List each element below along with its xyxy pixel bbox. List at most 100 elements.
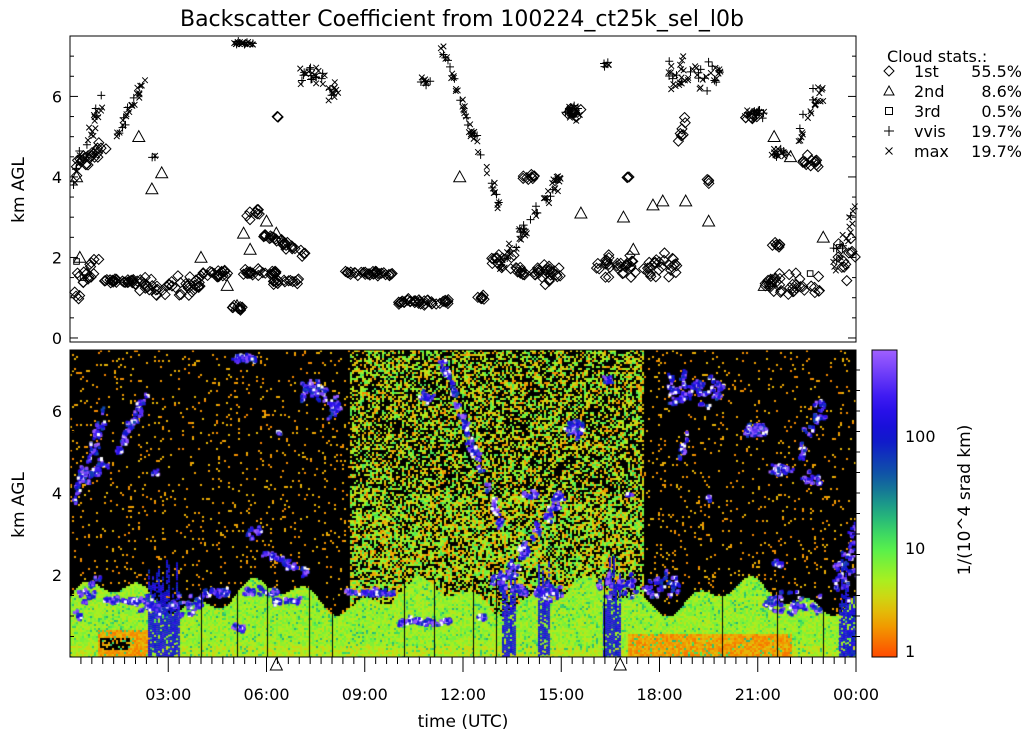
vvis-point	[72, 164, 81, 173]
max-point	[331, 79, 338, 86]
first-cloud-point	[180, 277, 192, 290]
max-point	[851, 203, 858, 210]
first-cloud-point	[426, 297, 438, 310]
max-point	[483, 163, 490, 171]
first-cloud-point	[258, 230, 270, 243]
second-cloud-point	[701, 214, 716, 227]
vvis-point	[121, 120, 130, 129]
max-point	[452, 87, 459, 95]
first-cloud-point	[653, 256, 665, 268]
max-point	[134, 84, 141, 91]
first-cloud-point	[801, 149, 814, 161]
third-cloud-point	[806, 270, 814, 277]
vvis-point	[69, 181, 78, 190]
first-cloud-point	[359, 266, 371, 278]
vvis-point	[561, 108, 570, 117]
first-cloud-point	[514, 261, 526, 274]
first-cloud-point	[813, 284, 826, 297]
legend-entry: vvis 19.7%	[884, 122, 1022, 141]
max-point	[773, 150, 780, 157]
first-cloud-point	[590, 262, 603, 274]
first-cloud-point	[344, 268, 357, 281]
first-cloud-point	[197, 267, 209, 279]
legend-square-icon	[885, 107, 893, 115]
vvis-point	[704, 57, 713, 66]
first-cloud-point	[80, 267, 93, 280]
first-cloud-point	[237, 268, 250, 280]
first-cloud-point	[602, 271, 615, 283]
backscatter-heatmap	[70, 350, 856, 657]
max-point	[778, 149, 786, 156]
top-y-axis-label: km AGL	[9, 157, 29, 223]
first-cloud-point	[93, 137, 105, 149]
first-cloud-point	[442, 297, 454, 310]
max-point	[713, 75, 720, 82]
second-cloud-point	[574, 206, 588, 219]
max-point	[466, 121, 474, 128]
first-cloud-point	[263, 232, 276, 245]
max-point	[750, 109, 757, 116]
first-cloud-point	[472, 291, 484, 304]
vvis-point	[470, 132, 479, 141]
second-cloud-point	[783, 149, 798, 163]
max-point	[462, 113, 470, 120]
vvis-point	[519, 221, 528, 230]
x-tick-label: 03:00	[145, 685, 191, 704]
first-cloud-point	[163, 279, 175, 291]
vvis-point	[531, 202, 540, 211]
vvis-point	[566, 104, 575, 113]
first-cloud-point	[525, 168, 538, 181]
max-point	[672, 82, 679, 90]
top-y-tick-label: 4	[52, 168, 62, 187]
legend-title: Cloud stats.:	[887, 47, 987, 66]
max-point	[540, 195, 548, 202]
first-cloud-point	[490, 252, 502, 264]
first-cloud-point	[218, 265, 231, 278]
first-cloud-point	[374, 267, 386, 280]
first-cloud-point	[86, 147, 98, 159]
max-point	[448, 74, 455, 82]
first-cloud-point	[841, 274, 853, 287]
legend-triangle-icon	[883, 84, 895, 96]
first-cloud-point	[408, 295, 420, 307]
vvis-point	[311, 72, 320, 81]
max-point	[676, 79, 684, 86]
max-point	[554, 187, 562, 195]
max-point	[98, 104, 106, 111]
max-point	[499, 257, 506, 264]
max-point	[315, 67, 322, 75]
max-point	[677, 66, 685, 73]
first-cloud-point	[491, 252, 503, 264]
max-point	[839, 231, 846, 239]
max-point	[814, 84, 822, 91]
max-point	[136, 90, 143, 97]
max-point	[133, 90, 141, 97]
colorbar-label: 1/(10^4 srad km)	[955, 425, 975, 576]
vvis-point	[686, 67, 695, 76]
first-cloud-point	[601, 254, 613, 267]
legend-entry: 2nd 8.6%	[883, 82, 1022, 101]
vvis-point	[306, 63, 315, 72]
first-cloud-point	[220, 269, 232, 282]
top-panel-frame	[69, 35, 857, 343]
first-cloud-point	[72, 293, 85, 305]
vvis-point	[712, 78, 721, 87]
first-cloud-point	[517, 172, 529, 185]
first-cloud-point	[614, 261, 627, 273]
first-cloud-point	[184, 271, 196, 283]
first-cloud-point	[798, 284, 811, 296]
max-point	[474, 138, 481, 145]
first-cloud-point	[678, 111, 691, 124]
vvis-point	[526, 215, 535, 224]
vvis-point	[795, 124, 804, 133]
first-cloud-point	[71, 267, 84, 279]
first-cloud-point	[234, 303, 246, 315]
first-cloud-point	[812, 270, 825, 283]
vvis-point	[703, 86, 712, 95]
first-cloud-point	[204, 265, 216, 278]
first-cloud-point	[531, 262, 544, 274]
first-cloud-point	[134, 284, 146, 297]
max-point	[513, 245, 520, 252]
max-point	[741, 112, 749, 120]
first-cloud-point	[671, 259, 683, 272]
